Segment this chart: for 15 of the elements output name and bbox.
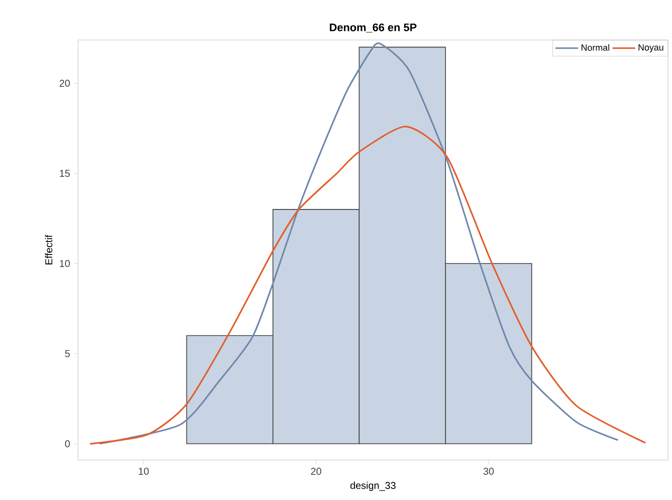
y-tick-label: 15	[60, 170, 70, 177]
legend-label: Normal	[582, 44, 610, 51]
y-axis-title: Effectif	[44, 234, 52, 264]
x-tick-label: 20	[311, 468, 322, 475]
y-tick-label: 0	[65, 440, 70, 448]
y-tick-label: 5	[65, 350, 70, 358]
x-tick-label: 30	[483, 468, 494, 475]
chart-title: Denom_66 en 5P	[330, 24, 416, 32]
x-tick-label: 10	[138, 468, 149, 475]
y-tick-label: 10	[60, 260, 70, 268]
line-series	[89, 126, 646, 445]
x-axis-title: design_33	[350, 482, 396, 491]
y-tick-label: 20	[60, 80, 70, 87]
legend-label: Noyau	[638, 44, 664, 52]
line-series	[98, 42, 619, 445]
